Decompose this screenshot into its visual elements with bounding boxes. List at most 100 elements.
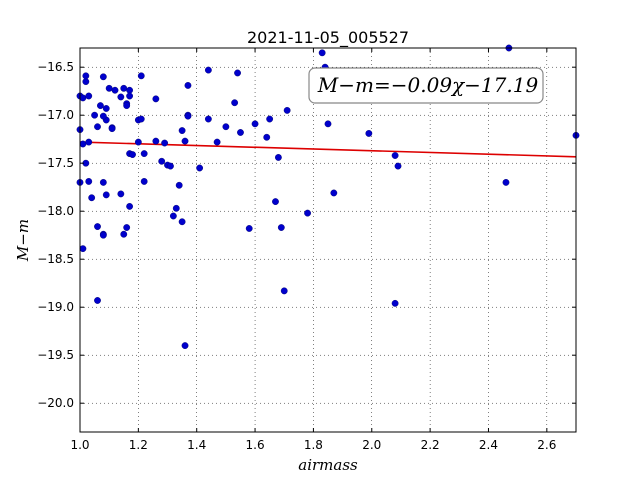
y-tick-label: −18.5	[37, 252, 74, 266]
data-point	[167, 162, 174, 170]
x-tick-label: 2.0	[362, 438, 381, 452]
data-point	[169, 212, 177, 220]
data-point	[178, 127, 186, 134]
data-point	[394, 162, 402, 170]
data-point	[117, 190, 125, 198]
fit-line-layer	[79, 141, 577, 158]
data-point	[184, 112, 192, 120]
data-point	[79, 140, 87, 148]
data-point	[365, 130, 373, 137]
data-point	[79, 94, 87, 102]
data-point	[330, 189, 338, 197]
y-tick-label: −17.5	[37, 156, 74, 170]
data-point	[94, 123, 101, 131]
data-point	[111, 86, 119, 94]
x-axis-label: airmass	[298, 456, 358, 474]
data-point	[102, 191, 110, 199]
axis-ticks: 1.0 1.2 1.4 1.6 1.8 2.0 2.2 2.4 2.6 −16.5 −17.0 −17…	[37, 48, 576, 452]
data-point	[94, 223, 101, 230]
data-point	[172, 204, 180, 212]
data-point	[175, 181, 183, 189]
y-tick-label: −19.0	[37, 300, 74, 314]
data-point	[137, 72, 145, 80]
data-point	[196, 164, 204, 172]
data-point	[161, 139, 169, 147]
data-point	[79, 245, 87, 253]
data-point	[502, 178, 510, 186]
data-point	[245, 225, 253, 232]
y-tick-label: −16.5	[37, 60, 74, 74]
data-point	[123, 224, 131, 231]
data-point	[277, 224, 285, 231]
x-tick-label: 1.8	[304, 438, 323, 452]
annotation-text: M−m=−0.09χ−17.19	[317, 73, 539, 97]
data-point	[88, 194, 96, 202]
annotation-box	[308, 67, 544, 104]
data-point	[99, 73, 107, 81]
fit-annotation: M−m=−0.09χ−17.19	[308, 67, 544, 104]
data-point	[272, 198, 279, 206]
data-point	[152, 137, 160, 145]
data-point	[204, 115, 212, 123]
chart-title: 2021-11-05_005527	[247, 28, 409, 48]
data-point	[266, 115, 274, 123]
data-point	[137, 115, 145, 123]
grid	[79, 48, 576, 432]
data-point	[91, 111, 98, 119]
data-point	[213, 138, 221, 146]
data-point	[324, 120, 332, 128]
y-tick-label: −19.5	[37, 348, 74, 362]
data-point	[318, 49, 326, 57]
data-point	[178, 218, 186, 226]
x-tick-label: 2.4	[479, 438, 498, 452]
data-point	[283, 107, 291, 114]
y-tick-label: −18.0	[37, 204, 74, 218]
data-point	[134, 138, 142, 146]
data-point	[222, 123, 230, 131]
data-point	[126, 86, 134, 94]
data-point	[126, 92, 134, 100]
data-point	[140, 178, 148, 185]
data-point	[237, 129, 244, 136]
data-point	[181, 342, 189, 349]
data-point	[263, 133, 271, 141]
y-tick-label: −17.0	[37, 108, 74, 122]
data-points	[76, 44, 580, 349]
data-point	[123, 102, 131, 110]
data-point	[85, 92, 93, 100]
data-point	[304, 209, 311, 217]
data-point	[99, 178, 107, 186]
x-tick-label: 1.2	[129, 438, 148, 452]
data-point	[85, 138, 93, 146]
data-point	[391, 152, 399, 159]
data-point	[158, 157, 166, 165]
data-point	[152, 95, 160, 103]
data-point	[99, 112, 107, 120]
data-point	[105, 84, 113, 92]
data-point	[85, 178, 93, 185]
plot-frame	[79, 47, 577, 433]
data-point	[82, 72, 90, 80]
data-point	[82, 78, 90, 86]
data-point	[120, 230, 128, 238]
data-point	[184, 82, 192, 89]
data-point	[126, 202, 134, 210]
data-point	[274, 154, 282, 161]
data-point	[99, 231, 107, 239]
x-tick-label: 1.4	[187, 438, 206, 452]
data-point	[97, 102, 104, 110]
data-point	[140, 150, 148, 158]
y-axis-label: M−m	[14, 219, 32, 262]
data-point	[108, 125, 116, 133]
data-point	[280, 287, 288, 295]
data-point	[251, 120, 259, 128]
data-point	[234, 69, 241, 77]
data-point	[391, 299, 399, 307]
data-point	[231, 99, 239, 107]
fit-line	[79, 141, 577, 158]
data-point	[181, 137, 189, 145]
x-tick-label: 1.0	[70, 438, 89, 452]
data-point	[94, 297, 101, 304]
data-point	[129, 151, 136, 158]
